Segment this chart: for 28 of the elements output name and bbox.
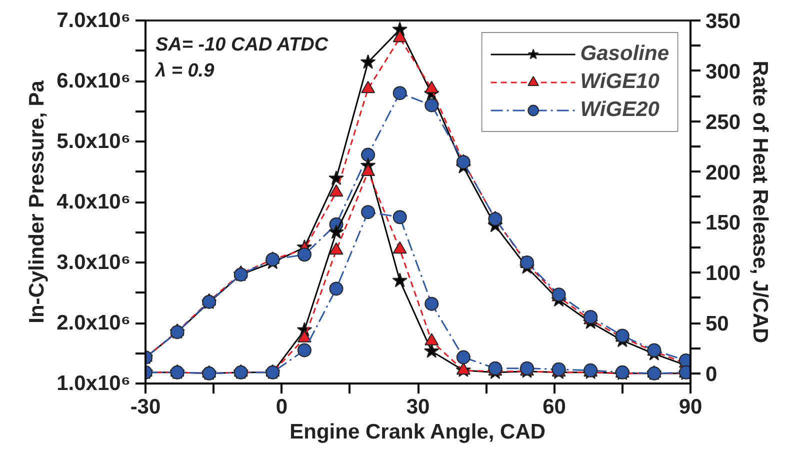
x-tick-label: -30 — [130, 396, 161, 418]
y2-tick-label: 0 — [706, 362, 718, 386]
x-axis-title: Engine Crank Angle, CAD — [290, 420, 546, 444]
y2-tick-label: 50 — [706, 312, 729, 336]
y2-tick-label: 150 — [706, 212, 741, 235]
x-tick-label: 0 — [276, 396, 288, 418]
y2-axis-title: Rate of Heat Release, J/CAD — [748, 60, 772, 344]
x-tick-label: 90 — [678, 396, 702, 418]
y-axis-title: In-Cylinder Pressure, Pa — [26, 80, 49, 324]
y2-tick-label: 300 — [706, 60, 741, 84]
y-tick-label: 5.0x10⁶ — [56, 130, 131, 153]
y-tick-label: 4.0x10⁶ — [56, 190, 131, 214]
annotation: SA= -10 CAD ATDC — [156, 34, 328, 56]
y2-tick-label: 200 — [706, 161, 741, 184]
legend-label: Gasoline — [580, 42, 669, 66]
legend-label: WiGE20 — [580, 98, 660, 122]
y-tick-label: 6.0x10⁶ — [56, 70, 131, 92]
annotation: λ = 0.9 — [154, 60, 215, 82]
y-tick-label: 7.0x10⁶ — [56, 9, 131, 32]
y2-tick-label: 250 — [706, 110, 741, 134]
y-tick-label: 3.0x10⁶ — [56, 251, 131, 274]
y-tick-label: 1.0x10⁶ — [56, 372, 131, 395]
y2-tick-label: 100 — [706, 262, 741, 286]
legend-label: WiGE10 — [580, 70, 660, 94]
x-tick-label: 30 — [406, 396, 430, 418]
y-tick-label: 2.0x10⁶ — [56, 312, 131, 334]
x-tick-label: 60 — [542, 396, 566, 418]
y2-tick-label: 350 — [706, 10, 741, 33]
